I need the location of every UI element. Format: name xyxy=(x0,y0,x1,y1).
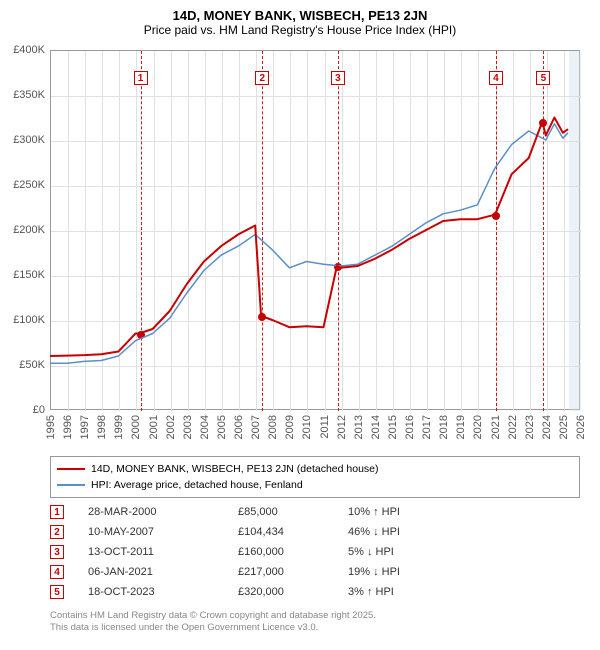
sale-row-index: 1 xyxy=(50,505,64,519)
x-tick-label: 2021 xyxy=(490,415,502,439)
x-tick-label: 2004 xyxy=(199,415,211,439)
y-tick-label: £50K xyxy=(19,359,45,371)
footer-attribution: Contains HM Land Registry data © Crown c… xyxy=(50,610,376,634)
chart-subtitle: Price paid vs. HM Land Registry's House … xyxy=(0,23,600,41)
x-tick-label: 1995 xyxy=(45,415,57,439)
sale-row-price: £104,434 xyxy=(238,526,348,538)
x-tick-label: 2010 xyxy=(301,415,313,439)
x-tick-label: 2005 xyxy=(216,415,228,439)
sale-row-index: 5 xyxy=(50,585,64,599)
y-tick-label: £0 xyxy=(33,404,45,416)
sale-row-diff: 19% ↓ HPI xyxy=(348,566,438,578)
sale-row-price: £160,000 xyxy=(238,546,348,558)
sale-row-index: 2 xyxy=(50,525,64,539)
sale-row-date: 28-MAR-2000 xyxy=(88,506,238,518)
chart-container: 14D, MONEY BANK, WISBECH, PE13 2JN Price… xyxy=(0,0,600,650)
x-tick-label: 2003 xyxy=(182,415,194,439)
sale-row: 2 10-MAY-2007£104,43446% ↓ HPI xyxy=(50,522,438,542)
x-tick-label: 2019 xyxy=(455,415,467,439)
y-tick-label: £250K xyxy=(13,179,45,191)
x-tick-label: 2020 xyxy=(472,415,484,439)
x-tick-label: 2002 xyxy=(165,415,177,439)
x-tick-label: 2022 xyxy=(507,415,519,439)
y-tick-label: £350K xyxy=(13,89,45,101)
x-tick-label: 2007 xyxy=(250,415,262,439)
x-tick-label: 2011 xyxy=(319,415,331,439)
x-tick-label: 1997 xyxy=(79,415,91,439)
y-tick-label: £200K xyxy=(13,224,45,236)
sale-row: 3 13-OCT-2011£160,0005% ↓ HPI xyxy=(50,542,438,562)
x-tick-label: 2016 xyxy=(404,415,416,439)
sale-row-price: £85,000 xyxy=(238,506,348,518)
sale-row-price: £320,000 xyxy=(238,586,348,598)
sale-row: 1 28-MAR-2000£85,00010% ↑ HPI xyxy=(50,502,438,522)
y-tick-label: £400K xyxy=(13,44,45,56)
y-tick-label: £300K xyxy=(13,134,45,146)
legend-label: 14D, MONEY BANK, WISBECH, PE13 2JN (deta… xyxy=(91,463,379,475)
y-tick-label: £150K xyxy=(13,269,45,281)
sale-row-date: 18-OCT-2023 xyxy=(88,586,238,598)
x-tick-label: 2008 xyxy=(267,415,279,439)
sale-row: 4 06-JAN-2021£217,00019% ↓ HPI xyxy=(50,562,438,582)
x-tick-label: 2009 xyxy=(284,415,296,439)
sale-row-price: £217,000 xyxy=(238,566,348,578)
footer-line1: Contains HM Land Registry data © Crown c… xyxy=(50,610,376,622)
sale-row-index: 3 xyxy=(50,545,64,559)
series-line xyxy=(50,118,568,357)
sale-row: 5 18-OCT-2023£320,0003% ↑ HPI xyxy=(50,582,438,602)
sale-row-diff: 46% ↓ HPI xyxy=(348,526,438,538)
x-tick-label: 2001 xyxy=(148,415,160,439)
x-tick-label: 2000 xyxy=(130,415,142,439)
x-tick-label: 2024 xyxy=(541,415,553,439)
x-tick-label: 2014 xyxy=(370,415,382,439)
legend-item: HPI: Average price, detached house, Fenl… xyxy=(57,477,573,493)
x-tick-label: 1999 xyxy=(113,415,125,439)
x-tick-label: 2018 xyxy=(438,415,450,439)
sale-row-diff: 3% ↑ HPI xyxy=(348,586,438,598)
x-tick-label: 2006 xyxy=(233,415,245,439)
sale-row-diff: 5% ↓ HPI xyxy=(348,546,438,558)
legend-swatch xyxy=(57,468,85,470)
sales-table: 1 28-MAR-2000£85,00010% ↑ HPI 2 10-MAY-2007… xyxy=(50,502,438,602)
x-tick-label: 2017 xyxy=(421,415,433,439)
x-tick-label: 2013 xyxy=(353,415,365,439)
chart-area: 12345 £0£50K£100K£150K£200K£250K£300K£35… xyxy=(50,50,580,410)
x-tick-label: 2025 xyxy=(558,415,570,439)
legend-label: HPI: Average price, detached house, Fenl… xyxy=(91,479,303,491)
x-tick-label: 2023 xyxy=(524,415,536,439)
x-tick-label: 2012 xyxy=(336,415,348,439)
footer-line2: This data is licensed under the Open Gov… xyxy=(50,622,376,634)
sale-row-index: 4 xyxy=(50,565,64,579)
sale-row-date: 06-JAN-2021 xyxy=(88,566,238,578)
sale-row-date: 10-MAY-2007 xyxy=(88,526,238,538)
x-tick-label: 2015 xyxy=(387,415,399,439)
sale-row-diff: 10% ↑ HPI xyxy=(348,506,438,518)
x-tick-label: 1996 xyxy=(62,415,74,439)
legend: 14D, MONEY BANK, WISBECH, PE13 2JN (deta… xyxy=(50,456,580,498)
legend-swatch xyxy=(57,484,85,486)
line-series-svg xyxy=(50,50,580,410)
y-tick-label: £100K xyxy=(13,314,45,326)
x-tick-label: 2026 xyxy=(575,415,587,439)
x-tick-label: 1998 xyxy=(96,415,108,439)
legend-item: 14D, MONEY BANK, WISBECH, PE13 2JN (deta… xyxy=(57,461,573,477)
sale-row-date: 13-OCT-2011 xyxy=(88,546,238,558)
chart-title: 14D, MONEY BANK, WISBECH, PE13 2JN xyxy=(0,0,600,23)
